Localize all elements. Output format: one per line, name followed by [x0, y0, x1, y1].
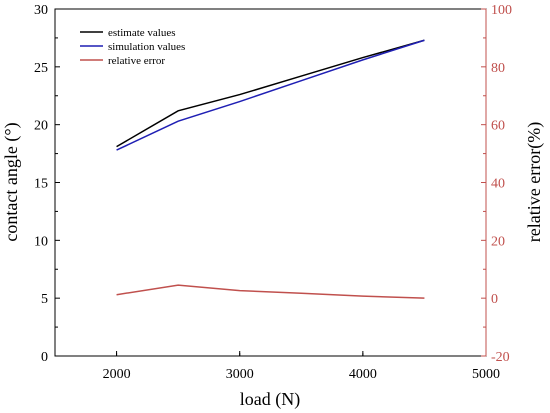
x-axis: 2000 3000 4000 5000: [103, 351, 500, 382]
y-tick-label: 15: [34, 177, 48, 192]
legend-label: simulation values: [108, 41, 185, 53]
y2-tick-label: 0: [491, 292, 498, 307]
series-line-2: [116, 39, 425, 151]
series-line-1: [116, 39, 425, 148]
y2-tick-label: 80: [491, 61, 505, 76]
y-axis-left: 0 5 10 15 20 25 30: [34, 3, 60, 365]
legend-label: estimate values: [108, 27, 176, 39]
y-tick-label: 10: [34, 234, 48, 249]
x-tick-label: 2000: [103, 367, 131, 382]
y2-tick-label: 100: [491, 3, 512, 18]
y-axis-right: -20 0 20 40 60 80 100: [481, 3, 512, 365]
y-axis-title: contact angle (°): [1, 122, 22, 241]
legend: estimate values simulation values relative…: [80, 27, 185, 67]
y-tick-label: 0: [41, 350, 48, 365]
legend-label: relative error: [108, 55, 165, 67]
y-tick-label: 20: [34, 119, 48, 134]
x-axis-title: load (N): [240, 389, 300, 410]
y-tick-label: 5: [41, 292, 48, 307]
series-lines: [116, 39, 425, 299]
y2-tick-label: -20: [491, 350, 510, 365]
x-tick-label: 3000: [226, 367, 254, 382]
y-tick-label: 30: [34, 3, 48, 18]
x-tick-label: 5000: [472, 367, 500, 382]
y2-tick-label: 20: [491, 234, 505, 249]
y2-tick-label: 60: [491, 119, 505, 134]
series-line-3: [116, 284, 425, 299]
x-tick-label: 4000: [349, 367, 377, 382]
y2-tick-label: 40: [491, 177, 505, 192]
y-tick-label: 25: [34, 61, 48, 76]
y2-axis-title: relative error(%): [524, 122, 545, 242]
